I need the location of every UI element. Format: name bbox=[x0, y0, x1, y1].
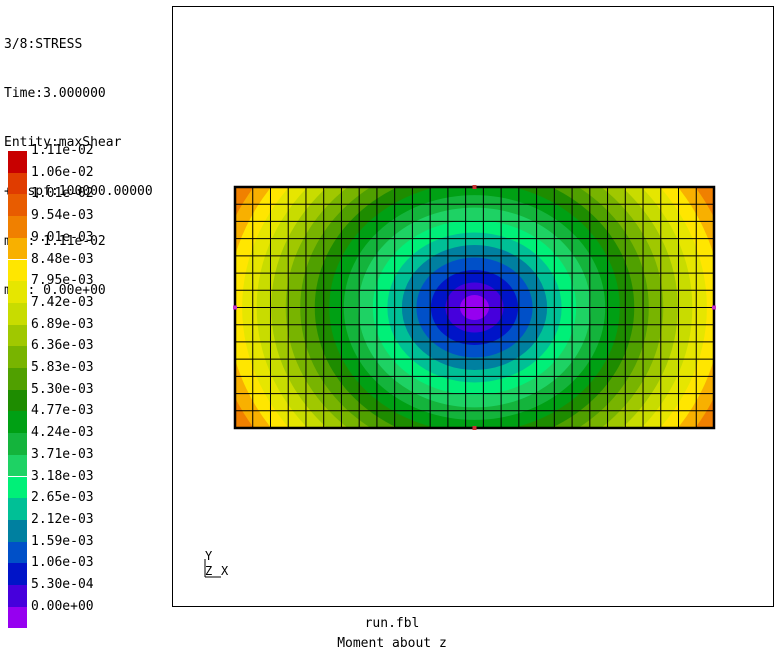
legend-swatch bbox=[8, 259, 27, 282]
legend-swatch bbox=[8, 281, 27, 303]
legend-label: 0.00e+00 bbox=[31, 598, 94, 614]
legend-entry: 8.48e-03 bbox=[8, 252, 128, 282]
info-step: 3/8:STRESS bbox=[4, 36, 83, 52]
legend-label: 5.30e-03 bbox=[31, 381, 94, 397]
legend-entry: 3.71e-03 bbox=[8, 447, 128, 477]
axis-triad-icon bbox=[204, 559, 221, 578]
legend-entry: 3.18e-03 bbox=[8, 469, 128, 499]
legend-label: 1.11e-02 bbox=[31, 143, 94, 158]
file-name: run.fbl bbox=[364, 616, 420, 631]
legend-swatch bbox=[8, 172, 27, 195]
legend-label: 3.71e-03 bbox=[31, 446, 94, 462]
legend-label: 1.06e-03 bbox=[31, 555, 94, 571]
legend-swatch bbox=[8, 476, 27, 499]
legend-label: 1.06e-02 bbox=[31, 164, 94, 180]
legend-entry: 7.95e-03 bbox=[8, 273, 128, 303]
legend-entry: 4.77e-03 bbox=[8, 403, 128, 434]
legend-swatch bbox=[8, 368, 27, 390]
legend-swatch bbox=[8, 389, 27, 412]
legend-swatch bbox=[8, 541, 27, 564]
legend-swatch bbox=[8, 302, 27, 325]
legend-entry: 2.12e-03 bbox=[8, 512, 128, 542]
legend-entry: 1.01e-02 bbox=[8, 186, 128, 217]
legend-entry: 9.01e-03 bbox=[8, 230, 128, 260]
legend-swatch bbox=[8, 324, 27, 347]
legend-swatch bbox=[8, 151, 27, 173]
boundary-marker bbox=[472, 185, 477, 189]
legend-entry: 1.59e-03 bbox=[8, 534, 128, 564]
legend-entry: 6.89e-03 bbox=[8, 317, 128, 347]
legend-label: 9.54e-03 bbox=[31, 208, 94, 224]
legend-swatch bbox=[8, 346, 27, 368]
legend-entry: 6.36e-03 bbox=[8, 338, 128, 368]
legend-label: 2.12e-03 bbox=[31, 511, 94, 527]
legend-entry: 5.30e-03 bbox=[8, 382, 128, 412]
legend-entry: 1.06e-03 bbox=[8, 555, 128, 585]
stress-contour-plot bbox=[233, 185, 716, 430]
legend-label: 5.30e-04 bbox=[31, 577, 94, 592]
legend-swatch bbox=[8, 194, 27, 217]
legend-label: 3.18e-03 bbox=[31, 468, 94, 484]
mesh-grid bbox=[234, 186, 715, 429]
info-entity: Entity:maxShear bbox=[4, 135, 122, 151]
legend-entry: 0.00e+00 bbox=[8, 599, 128, 629]
legend-swatch bbox=[8, 585, 27, 607]
legend-label: 4.77e-03 bbox=[31, 403, 94, 419]
legend-entry: 1.11e-02 bbox=[8, 143, 128, 173]
legend-entry: 7.42e-03 bbox=[8, 295, 128, 325]
legend-swatch bbox=[8, 237, 27, 260]
legend-entry: 5.30e-04 bbox=[8, 577, 128, 607]
legend-label: 8.48e-03 bbox=[31, 251, 94, 267]
legend-label: 6.36e-03 bbox=[31, 338, 94, 354]
legend-label: 4.24e-03 bbox=[31, 425, 94, 441]
info-time: Time:3.000000 bbox=[4, 86, 106, 102]
axis-y-label: Y bbox=[205, 549, 213, 563]
legend-label: 2.65e-03 bbox=[31, 490, 94, 506]
axis-z-label: Z bbox=[205, 564, 213, 578]
legend-label: 1.01e-02 bbox=[31, 186, 94, 202]
boundary-marker bbox=[712, 305, 716, 310]
legend-swatch bbox=[8, 606, 27, 629]
legend-swatch bbox=[8, 498, 27, 520]
info-dispf: +Dispf:100000.00000 bbox=[4, 184, 153, 200]
legend-entry: 2.65e-03 bbox=[8, 490, 128, 520]
graphics-viewport[interactable]: Y Z X bbox=[172, 6, 774, 607]
legend-swatch bbox=[8, 519, 27, 542]
legend-entry: 9.54e-03 bbox=[8, 208, 128, 238]
legend-label: 6.89e-03 bbox=[31, 316, 94, 332]
legend-swatch bbox=[8, 433, 27, 455]
legend-label: 5.83e-03 bbox=[31, 360, 94, 375]
legend-entry: 1.06e-02 bbox=[8, 165, 128, 195]
legend-label: 7.95e-03 bbox=[31, 273, 94, 289]
boundary-marker bbox=[233, 305, 237, 310]
legend-entry: 4.24e-03 bbox=[8, 425, 128, 455]
legend-label: 1.59e-03 bbox=[31, 533, 94, 549]
plot-caption: Moment about z bbox=[337, 636, 447, 651]
legend-label: 9.01e-03 bbox=[31, 229, 94, 245]
boundary-marker bbox=[472, 426, 477, 430]
legend-label: 7.42e-03 bbox=[31, 294, 94, 310]
legend-swatch bbox=[8, 411, 27, 434]
legend-swatch bbox=[8, 454, 27, 477]
legend-swatch bbox=[8, 216, 27, 238]
legend-swatch bbox=[8, 563, 27, 585]
legend-entry: 5.83e-03 bbox=[8, 360, 128, 390]
axis-x-label: X bbox=[221, 564, 229, 578]
